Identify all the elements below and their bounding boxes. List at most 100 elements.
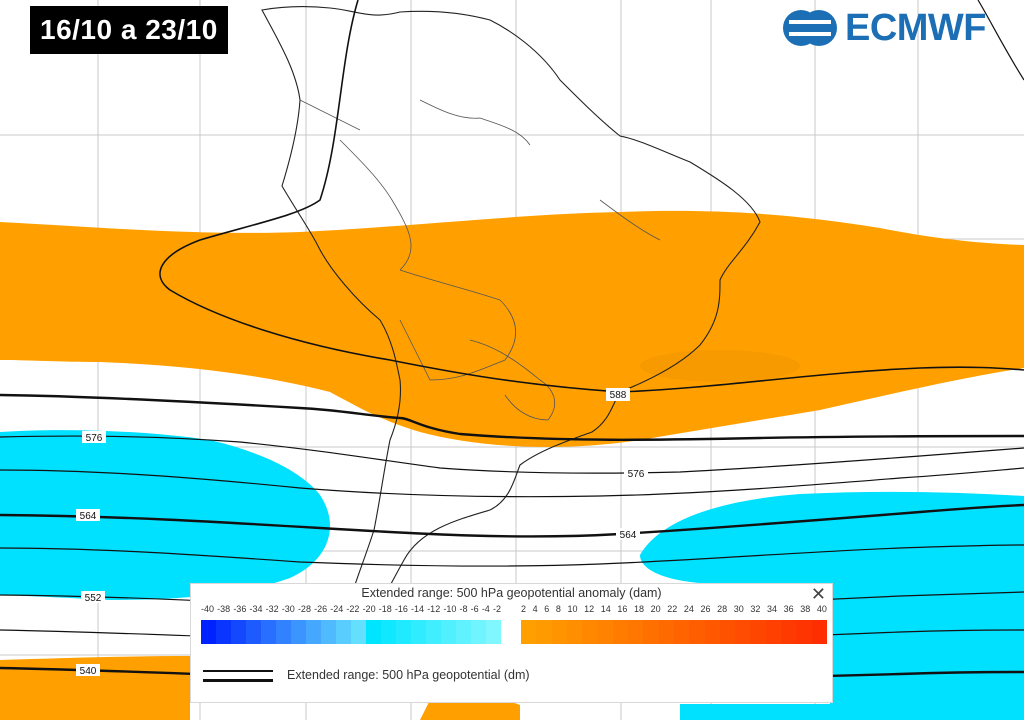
color-swatch	[351, 620, 366, 644]
color-swatch	[750, 620, 766, 644]
color-swatch	[321, 620, 336, 644]
contour-588-loop	[159, 0, 1024, 393]
ecmwf-emblem-icon	[782, 10, 837, 46]
scale-tick: -22	[346, 604, 360, 614]
logo-text: ECMWF	[844, 6, 987, 49]
color-swatch	[628, 620, 644, 644]
contour-564	[0, 503, 1024, 538]
color-swatch	[582, 620, 598, 644]
contour-label: 588	[610, 390, 627, 401]
positive-color-bar	[521, 620, 827, 644]
scale-tick: 6	[544, 604, 550, 614]
contour-label-group: 576 588 576 564 564 552 540	[76, 388, 648, 677]
color-swatch	[366, 620, 381, 644]
color-swatch	[536, 620, 552, 644]
contour-line-label: Extended range: 500 hPa geopotential (dm…	[287, 668, 530, 682]
positive-scale-ticks: 2 4 6 8 10 12 14 16 18 20 22 24 26 28 30 32 34 36 38 40	[521, 604, 827, 614]
scale-tick: 2	[521, 604, 527, 614]
negative-color-bar	[201, 620, 501, 644]
color-swatch	[551, 620, 567, 644]
scale-tick: -16	[394, 604, 408, 614]
color-swatch	[261, 620, 276, 644]
color-swatch	[336, 620, 351, 644]
scale-tick: -14	[411, 604, 425, 614]
legend-panel: Extended range: 500 hPa geopotential ano…	[190, 583, 833, 703]
contour-label: 564	[620, 530, 637, 541]
negative-scale-ticks: -40 -38 -36 -34 -32 -30 -28 -26 -24 -22 -20 -18 -16-…	[201, 604, 501, 614]
contour-label: 552	[85, 593, 102, 604]
negative-anomaly-west	[0, 430, 330, 600]
scale-tick: -38	[217, 604, 231, 614]
contour-label: 564	[80, 511, 97, 522]
scale-tick: 14	[600, 604, 611, 614]
scale-tick: 8	[555, 604, 561, 614]
scale-tick: 12	[584, 604, 595, 614]
scale-tick: 4	[532, 604, 538, 614]
scale-tick: 24	[683, 604, 694, 614]
scale-tick: 40	[816, 604, 827, 614]
scale-tick: 28	[717, 604, 728, 614]
scale-tick: -4	[481, 604, 490, 614]
scale-tick: 26	[700, 604, 711, 614]
legend-title: Extended range: 500 hPa geopotential ano…	[361, 586, 662, 600]
scale-tick: 18	[634, 604, 645, 614]
color-swatch	[811, 620, 827, 644]
scale-tick: -28	[297, 604, 311, 614]
country-borders	[299, 99, 661, 421]
contour-580	[0, 393, 1024, 441]
scale-tick: -12	[427, 604, 441, 614]
scale-tick: -6	[470, 604, 479, 614]
negative-anomaly-east-bottom	[680, 704, 830, 720]
color-swatch	[201, 620, 216, 644]
scale-tick: -30	[281, 604, 295, 614]
color-swatch	[781, 620, 797, 644]
scale-tick: -2	[492, 604, 501, 614]
scale-tick: -26	[314, 604, 328, 614]
contour-560	[0, 544, 1024, 567]
color-swatch	[689, 620, 705, 644]
color-swatch	[643, 620, 659, 644]
scale-tick: 20	[650, 604, 661, 614]
color-swatch	[396, 620, 411, 644]
color-swatch	[306, 620, 321, 644]
contour-label: 540	[80, 666, 97, 677]
scale-tick: 30	[733, 604, 744, 614]
color-swatch	[216, 620, 231, 644]
contour-label: 576	[86, 433, 103, 444]
scale-tick: -24	[330, 604, 344, 614]
contour-east-arc	[977, 0, 1024, 81]
color-swatch	[381, 620, 396, 644]
contour-line-key	[203, 670, 273, 682]
color-swatch	[426, 620, 441, 644]
scale-tick: -10	[443, 604, 457, 614]
scale-tick: -34	[249, 604, 263, 614]
scale-tick: 22	[667, 604, 678, 614]
color-swatch	[658, 620, 674, 644]
color-swatch	[521, 620, 537, 644]
contour-576	[0, 435, 1024, 474]
scale-tick: 16	[617, 604, 628, 614]
color-swatch	[486, 620, 501, 644]
color-swatch	[471, 620, 486, 644]
color-swatch	[735, 620, 751, 644]
scale-tick: -18	[378, 604, 392, 614]
color-swatch	[765, 620, 782, 644]
date-range-label: 16/10 a 23/10	[30, 6, 228, 54]
color-swatch	[704, 620, 720, 644]
scale-tick: -32	[265, 604, 279, 614]
south-america-coast	[261, 6, 761, 621]
color-swatch	[246, 620, 261, 644]
color-swatch	[673, 620, 690, 644]
color-swatch	[291, 620, 306, 644]
color-swatch	[231, 620, 246, 644]
scale-tick: -40	[201, 604, 215, 614]
scale-tick: -20	[362, 604, 376, 614]
close-icon[interactable]: ✕	[810, 584, 826, 604]
scale-tick: 36	[783, 604, 794, 614]
color-swatch	[411, 620, 426, 644]
color-swatch	[597, 620, 613, 644]
color-swatch	[441, 620, 456, 644]
color-swatch	[796, 620, 812, 644]
coastline	[261, 6, 761, 621]
